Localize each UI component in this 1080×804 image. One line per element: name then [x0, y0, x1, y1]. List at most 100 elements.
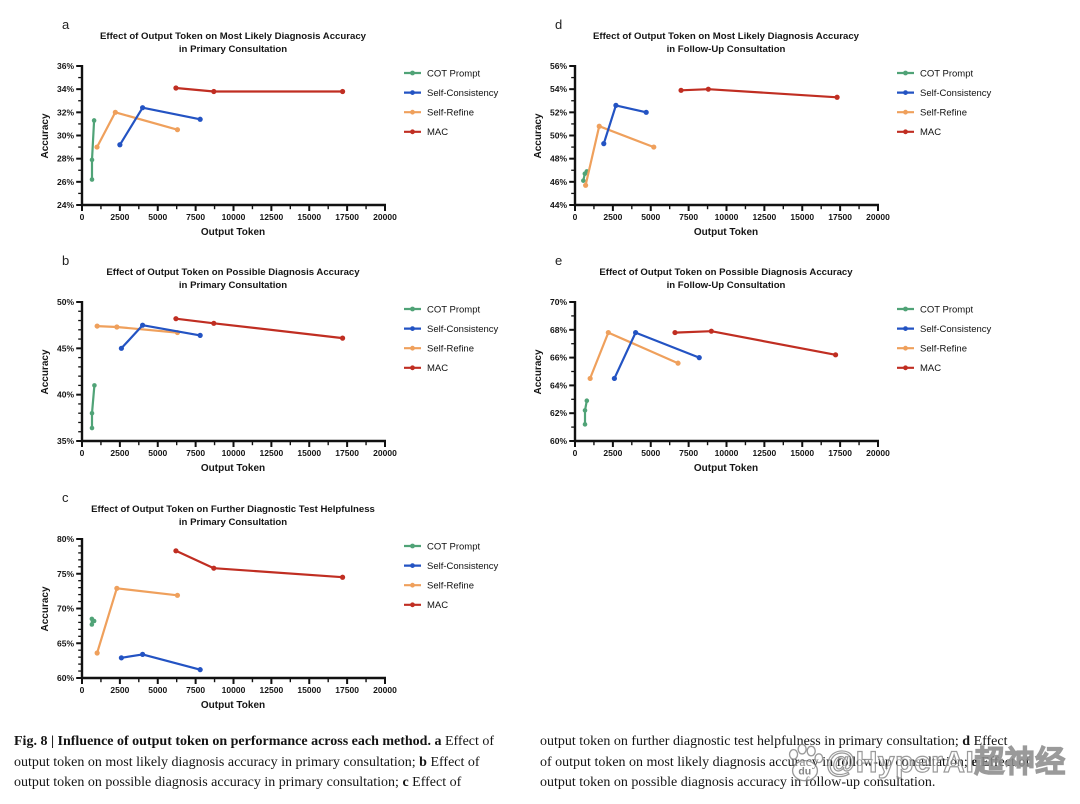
- x-tick-label: 12500: [260, 685, 284, 695]
- data-point-self-consistency: [140, 651, 146, 657]
- data-point-cot-prompt: [92, 383, 97, 388]
- panel-letter-a: a: [62, 17, 70, 32]
- y-tick-label: 45%: [57, 343, 74, 353]
- legend-marker-dot: [903, 129, 908, 135]
- data-point-self-consistency: [140, 105, 146, 111]
- x-tick-label: 12500: [753, 448, 777, 458]
- x-tick-label: 20000: [373, 448, 397, 458]
- panel-letter-d: d: [555, 17, 562, 32]
- chart-subtitle: in Primary Consultation: [179, 280, 287, 291]
- y-tick-label: 28%: [57, 154, 74, 164]
- legend-marker-dot: [903, 306, 908, 312]
- data-point-cot-prompt: [91, 618, 97, 624]
- caption-line: Fig. 8 | Influence of output token on pe…: [14, 732, 494, 753]
- chart-subtitle: in Primary Consultation: [179, 517, 287, 528]
- y-tick-label: 54%: [550, 84, 567, 94]
- axes: [80, 538, 386, 680]
- caption-text-segment: of output token on most likely diagnosis…: [540, 754, 972, 770]
- data-point-mac: [705, 86, 711, 92]
- axes: [573, 301, 879, 443]
- y-tick-label: 66%: [550, 353, 567, 363]
- legend-label-mac: MAC: [427, 363, 448, 374]
- caption-bold-segment: b: [419, 754, 427, 770]
- data-point-self-consistency: [118, 345, 124, 351]
- data-point-cot-prompt: [89, 177, 95, 182]
- caption-bold-segment: e: [971, 754, 978, 770]
- data-point-self-consistency: [197, 667, 203, 673]
- x-tick-label: 7500: [186, 212, 205, 222]
- chart-subtitle: in Primary Consultation: [179, 44, 287, 55]
- data-point-self-consistency: [601, 141, 607, 147]
- x-tick-label: 15000: [297, 448, 321, 458]
- caption-text-segment: output token on possible diagnosis accur…: [540, 775, 936, 790]
- legend-marker-dot: [410, 326, 415, 331]
- data-point-cot-prompt: [581, 178, 586, 183]
- x-tick-label: 17500: [335, 212, 359, 222]
- x-tick-label: 20000: [866, 448, 890, 458]
- chart-panel-d: d Effect of Output Token on Most Likely D…: [529, 8, 1073, 244]
- caption-column-left: Fig. 8 | Influence of output token on pe…: [14, 732, 494, 794]
- legend-marker-dot: [903, 326, 908, 331]
- x-tick-label: 17500: [828, 448, 852, 458]
- chart-title: Effect of Output Token on Most Likely Di…: [593, 31, 860, 42]
- data-point-mac: [834, 94, 840, 100]
- chart-svg-d: d Effect of Output Token on Most Likely D…: [533, 17, 992, 238]
- x-axis-label: Output Token: [201, 463, 265, 474]
- x-tick-label: 12500: [753, 212, 777, 222]
- x-tick-label: 7500: [186, 685, 205, 695]
- series-line-self-consistency: [613, 331, 701, 380]
- x-tick-label: 17500: [335, 685, 359, 695]
- legend-marker-dot: [903, 90, 908, 95]
- legend-label-self-refine: Self-Refine: [427, 581, 474, 592]
- data-point-self-consistency: [633, 329, 639, 336]
- data-point-mac: [339, 88, 346, 95]
- data-point-self-consistency: [611, 375, 617, 382]
- caption-text-segment: Effect of: [408, 775, 462, 790]
- data-point-cot-prompt: [89, 622, 95, 627]
- caption-text-segment: Effect of: [426, 754, 480, 770]
- x-tick-label: 15000: [790, 212, 814, 222]
- x-tick-label: 5000: [148, 448, 167, 458]
- caption-line: output token on possible diagnosis accur…: [540, 773, 1030, 794]
- x-tick-label: 17500: [828, 212, 852, 222]
- legend-label-cot-prompt: COT Prompt: [920, 68, 974, 79]
- x-tick-label: 12500: [260, 448, 284, 458]
- x-tick-label: 10000: [222, 685, 246, 695]
- x-tick-label: 0: [80, 685, 85, 695]
- y-tick-label: 24%: [57, 200, 74, 210]
- data-point-mac: [832, 352, 839, 358]
- chart-svg-e: e Effect of Output Token on Possible Diag…: [533, 253, 992, 474]
- series-line-self-refine: [588, 331, 680, 380]
- y-tick-label: 80%: [57, 534, 74, 544]
- data-point-mac: [173, 548, 179, 554]
- x-tick-label: 2500: [110, 685, 129, 695]
- y-axis-label: Accuracy: [533, 349, 544, 394]
- data-point-mac: [339, 335, 346, 341]
- x-tick-label: 15000: [790, 448, 814, 458]
- x-tick-label: 2500: [110, 448, 129, 458]
- legend-marker-dot: [903, 365, 908, 371]
- caption-line: output token on possible diagnosis accur…: [14, 773, 494, 794]
- data-point-self-refine: [174, 127, 181, 133]
- chart-title: Effect of Output Token on Possible Diagn…: [106, 267, 360, 278]
- panel-letter-b: b: [62, 253, 69, 268]
- data-point-self-consistency: [197, 116, 203, 122]
- data-point-self-consistency: [197, 332, 203, 338]
- legend-marker-dot: [410, 129, 415, 135]
- legend-marker-dot: [903, 70, 908, 76]
- y-tick-label: 44%: [550, 200, 567, 210]
- caption-column-right: output token on further diagnostic test …: [540, 732, 1030, 794]
- y-axis-label: Accuracy: [40, 349, 51, 394]
- legend-label-self-consistency: Self-Consistency: [427, 561, 499, 572]
- x-tick-label: 10000: [715, 448, 739, 458]
- y-tick-label: 46%: [550, 177, 567, 187]
- legend-marker-dot: [410, 582, 415, 588]
- legend-label-self-refine: Self-Refine: [920, 108, 967, 119]
- y-tick-label: 26%: [57, 177, 74, 187]
- legend-label-mac: MAC: [427, 127, 448, 138]
- caption-text-segment: output token on further diagnostic test …: [540, 734, 963, 749]
- y-tick-label: 60%: [57, 673, 74, 683]
- data-point-mac: [678, 87, 684, 93]
- x-axis-label: Output Token: [694, 463, 758, 474]
- data-point-self-consistency: [140, 322, 146, 328]
